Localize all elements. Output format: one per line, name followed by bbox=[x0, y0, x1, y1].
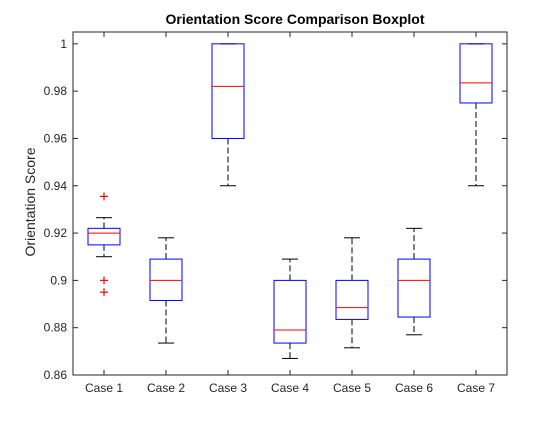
y-tick-label: 0.96 bbox=[44, 131, 68, 145]
box bbox=[335, 279, 369, 320]
x-tick-label: Case 6 bbox=[395, 381, 433, 395]
y-tick-label: 0.9 bbox=[50, 273, 67, 287]
box bbox=[273, 279, 307, 344]
y-tick-label: 0.98 bbox=[44, 84, 68, 98]
box bbox=[397, 258, 431, 318]
y-tick-label: 0.88 bbox=[44, 321, 68, 335]
box bbox=[87, 227, 121, 246]
box bbox=[459, 43, 493, 104]
x-tick-label: Case 2 bbox=[147, 381, 185, 395]
x-tick-label: Case 7 bbox=[457, 381, 495, 395]
x-tick-label: Case 5 bbox=[333, 381, 371, 395]
x-tick-label: Case 1 bbox=[85, 381, 123, 395]
chart-title: Orientation Score Comparison Boxplot bbox=[165, 11, 424, 27]
y-axis-label: Orientation Score bbox=[22, 147, 38, 256]
box bbox=[211, 43, 245, 139]
y-tick-label: 0.94 bbox=[44, 179, 68, 193]
y-tick-label: 0.86 bbox=[44, 368, 68, 382]
x-tick-label: Case 3 bbox=[209, 381, 247, 395]
y-tick-label: 1 bbox=[60, 37, 67, 51]
plot-area: 0.86 0.88 0.9 0.92 0.94 0.96 0.98 1 Case 1 Case 2… bbox=[44, 31, 508, 395]
y-tick-label: 0.92 bbox=[44, 226, 68, 240]
x-tick-label: Case 4 bbox=[271, 381, 309, 395]
box bbox=[149, 258, 183, 301]
